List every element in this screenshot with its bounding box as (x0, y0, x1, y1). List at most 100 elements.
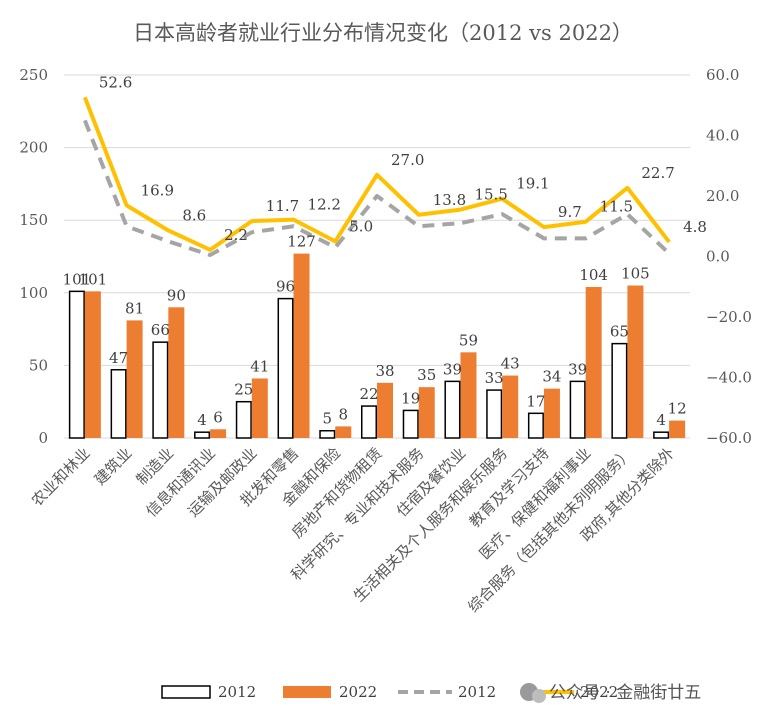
right-tick-label: 60.0 (706, 66, 739, 84)
bar-label-2022: 59 (459, 331, 478, 349)
line-label-2022: 16.9 (141, 181, 174, 199)
right-tick-label: −20.0 (706, 308, 752, 326)
right-tick-label: 0.0 (706, 248, 730, 266)
line-label-2022: 9.7 (558, 203, 582, 221)
bar-label-2022: 6 (213, 408, 223, 426)
bar-label-2012: 17 (526, 392, 545, 410)
line-label-2022: 8.6 (182, 206, 206, 224)
line-label-2022: 4.8 (683, 218, 707, 236)
left-axis-ticks: 0 50 100 150 200 250 (19, 66, 48, 447)
bar-2022 (251, 378, 268, 438)
line-label-2022: 52.6 (99, 73, 132, 91)
bar-label-2012: 101 (63, 270, 92, 288)
line-label-2022: 22.7 (641, 164, 674, 182)
legend-swatch-bar-2022 (283, 686, 331, 698)
bar-label-2012: 25 (234, 381, 253, 399)
legend: 2012 2022 2012 2022 (161, 683, 618, 701)
bar-2022 (210, 429, 227, 438)
right-axis-ticks: 60.0 40.0 20.0 0.0 −20.0 −40.0 −60.0 (706, 66, 752, 447)
bar-2022 (377, 382, 393, 438)
line-2012 (83, 119, 671, 257)
bar-label-2022: 38 (375, 362, 394, 380)
bar-2022 (585, 286, 602, 438)
right-tick-label: 40.0 (706, 127, 739, 145)
wechat-icon-bubble (532, 689, 546, 703)
bar-2012 (319, 429, 336, 439)
bar-label-2012: 39 (443, 360, 462, 378)
line-2022 (83, 96, 671, 252)
right-tick-label: 20.0 (706, 187, 739, 205)
bar-2022 (84, 291, 101, 438)
line-label-2022: 13.8 (433, 191, 466, 209)
bar-label-2012: 39 (568, 360, 587, 378)
bar-label-2012: 65 (610, 323, 629, 341)
legend-swatch-bar-2012 (161, 685, 211, 699)
bar-2012 (68, 290, 85, 439)
line-label-2022: 12.2 (308, 196, 341, 214)
bar-2022 (126, 320, 143, 438)
watermark-text: 公众号 · 金融街廿五 (549, 683, 701, 703)
bar-label-2022: 43 (501, 355, 520, 373)
bar-2012 (152, 341, 169, 439)
bar-label-2012: 33 (485, 369, 504, 387)
bar-2012 (611, 342, 628, 439)
bar-2022 (502, 375, 519, 438)
bar-2012 (235, 400, 252, 439)
category-label: 建筑业 (91, 444, 136, 489)
bar-2012 (361, 405, 377, 439)
bar-2012 (569, 380, 586, 439)
left-tick-label: 0 (38, 429, 48, 447)
bar-2022 (543, 388, 560, 438)
bar-label-2022: 8 (338, 405, 348, 423)
bar-2012 (277, 297, 294, 439)
bar-label-2012: 5 (322, 410, 332, 428)
bar-2012 (444, 380, 461, 439)
bar-label-2012: 4 (197, 411, 207, 429)
watermark: 公众号 · 金融街廿五 (520, 683, 701, 703)
bar-label-2022: 12 (668, 400, 687, 418)
lines (83, 96, 671, 257)
bar-2012 (486, 389, 503, 439)
line-label-2022: 11.5 (600, 198, 633, 216)
bar-2012 (527, 412, 544, 439)
right-tick-label: −60.0 (706, 429, 752, 447)
left-tick-label: 50 (29, 356, 48, 374)
bar-2012 (110, 369, 127, 439)
bar-2022 (168, 307, 185, 438)
bar-label-2022: 81 (125, 299, 144, 317)
bar-label-2012: 66 (151, 321, 170, 339)
left-tick-label: 250 (19, 66, 48, 84)
category-label: 农业和林业 (28, 444, 94, 510)
bar-2022 (335, 426, 352, 438)
bar-label-2022: 35 (417, 366, 436, 384)
bar-2022 (627, 285, 644, 438)
bar-label-2012: 96 (276, 278, 295, 296)
bar-label-2022: 41 (250, 357, 269, 375)
bar-2022 (460, 352, 477, 438)
left-tick-label: 150 (19, 211, 48, 229)
line-label-2022: 5.0 (349, 217, 373, 235)
left-tick-label: 100 (19, 284, 48, 302)
left-tick-label: 200 (19, 139, 48, 157)
line-label-2022: 15.5 (474, 186, 507, 204)
bar-label-2022: 105 (621, 265, 650, 283)
bar-label-2012: 4 (656, 411, 666, 429)
bar-label-2022: 127 (287, 233, 316, 251)
line-labels: 52.6 16.9 8.6 2.2 11.7 12.2 5.0 27.0 13.8 15.5 19.… (99, 73, 707, 243)
bar-2022 (293, 253, 310, 438)
legend-label-bar-2012: 2012 (218, 683, 256, 701)
line-label-2022: 11.7 (266, 197, 299, 215)
bar-2012 (194, 431, 211, 439)
bar-label-2022: 104 (579, 266, 608, 284)
legend-label-line-2012: 2012 (458, 683, 496, 701)
bar-label-2012: 22 (359, 385, 378, 403)
right-tick-label: −40.0 (706, 369, 752, 387)
legend-label-bar-2022: 2022 (339, 683, 377, 701)
bar-label-2022: 90 (167, 286, 186, 304)
line-label-2022: 2.2 (224, 226, 248, 244)
bar-label-2022: 101 (79, 270, 108, 288)
bar-2022 (669, 420, 686, 438)
bar-2022 (418, 387, 435, 438)
